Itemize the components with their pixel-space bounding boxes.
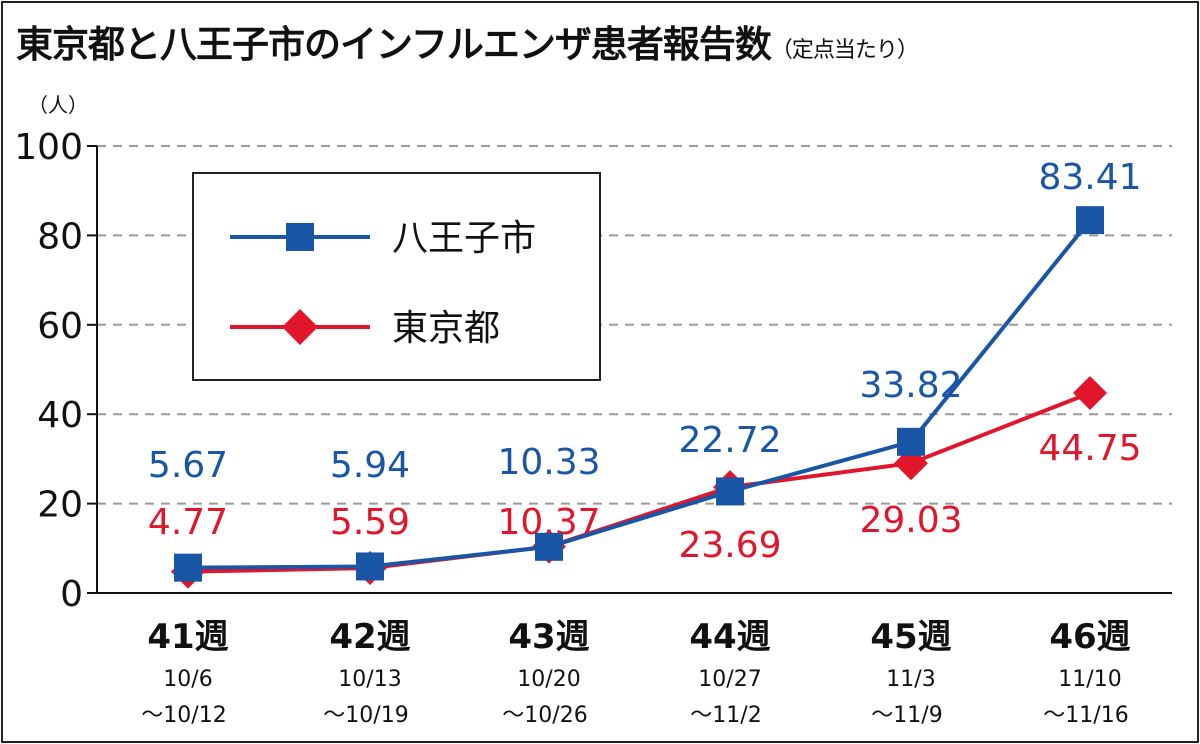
data-label: 23.69 bbox=[678, 525, 781, 566]
data-point-square bbox=[1076, 206, 1104, 235]
x-date-start: 10/20 bbox=[517, 667, 580, 692]
x-date-end: ～10/26 bbox=[502, 703, 587, 728]
x-date-start: 10/13 bbox=[338, 667, 401, 692]
series-line-東京都 bbox=[187, 391, 1091, 574]
x-tick-label: 42週 bbox=[329, 617, 410, 657]
x-date-start: 11/10 bbox=[1058, 667, 1121, 692]
data-point-square bbox=[356, 552, 384, 581]
data-label: 5.94 bbox=[330, 445, 410, 486]
y-tick-label: 100 bbox=[14, 127, 83, 168]
y-tick-label: 0 bbox=[60, 574, 83, 615]
data-label: 29.03 bbox=[859, 500, 962, 541]
y-tick-label: 60 bbox=[37, 306, 83, 347]
x-date-start: 10/27 bbox=[698, 667, 761, 692]
data-label: 10.33 bbox=[497, 442, 600, 483]
title-text: 東京都と八王子市のインフルエンザ患者報告数 bbox=[16, 23, 772, 66]
data-label: 22.72 bbox=[678, 420, 781, 461]
data-label: 44.75 bbox=[1038, 428, 1141, 469]
y-axis-label: （人） bbox=[28, 93, 88, 117]
x-date-end: ～11/16 bbox=[1043, 703, 1128, 728]
y-tick-label: 20 bbox=[37, 485, 83, 526]
data-point-diamond bbox=[1073, 375, 1107, 410]
y-tick-label: 80 bbox=[37, 216, 83, 257]
data-point-square bbox=[174, 553, 202, 582]
data-label: 5.67 bbox=[148, 445, 228, 486]
chart-title: 東京都と八王子市のインフルエンザ患者報告数（定点当たり） bbox=[16, 14, 919, 68]
data-point-square bbox=[716, 477, 744, 506]
legend-diamond-marker bbox=[282, 309, 318, 345]
legend-label: 東京都 bbox=[392, 308, 500, 349]
x-date-end: ～11/2 bbox=[690, 703, 761, 728]
data-point-square bbox=[535, 532, 563, 561]
x-date-end: ～10/19 bbox=[323, 703, 408, 728]
x-tick-label: 41週 bbox=[147, 617, 228, 657]
x-tick-label: 44週 bbox=[689, 617, 770, 657]
legend-box bbox=[192, 172, 601, 381]
y-tick-label: 40 bbox=[37, 395, 83, 436]
x-date-end: ～10/12 bbox=[141, 703, 226, 728]
data-label: 5.59 bbox=[330, 502, 410, 543]
series-line-八王子市 bbox=[187, 218, 1092, 570]
x-date-end: ～11/9 bbox=[871, 703, 942, 728]
legend-label: 八王子市 bbox=[392, 218, 536, 259]
data-point-square bbox=[897, 427, 925, 456]
x-tick-label: 46週 bbox=[1049, 617, 1130, 657]
data-label: 83.41 bbox=[1038, 157, 1141, 198]
x-date-start: 11/3 bbox=[886, 667, 935, 692]
x-tick-label: 45週 bbox=[870, 617, 951, 657]
data-label: 4.77 bbox=[148, 502, 228, 543]
legend-square-marker bbox=[286, 223, 314, 251]
x-tick-label: 43週 bbox=[508, 617, 589, 657]
x-date-start: 10/6 bbox=[163, 667, 212, 692]
chart-subtitle: （定点当たり） bbox=[770, 38, 919, 63]
data-label: 33.82 bbox=[859, 365, 962, 406]
